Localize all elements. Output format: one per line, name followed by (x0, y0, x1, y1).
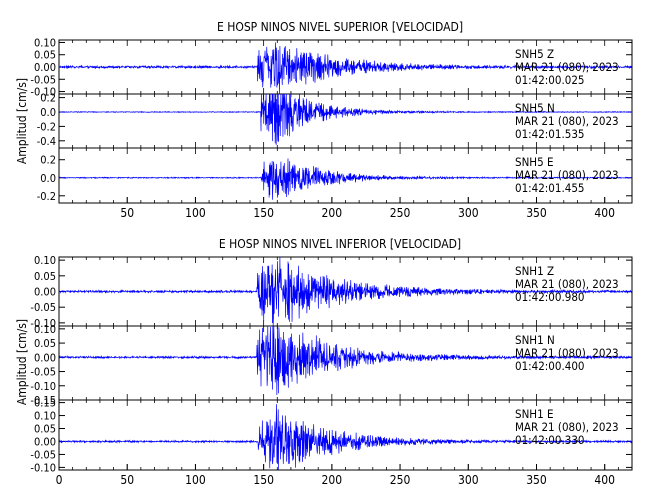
section-nivel-superior: E HOSP NINOS NIVEL SUPERIOR [VELOCIDAD] … (15, 20, 633, 220)
waveform-trace (58, 42, 633, 95)
y-tick-label: -0.05 (30, 366, 56, 379)
y-tick-label: 0.05 (34, 270, 56, 283)
y-tick-label: -0.10 (30, 380, 56, 393)
x-tick-label: 100 (185, 473, 206, 487)
y-tick-label: 0.05 (34, 337, 56, 350)
x-tick-label: 250 (390, 206, 411, 220)
section-nivel-inferior: E HOSP NINOS NIVEL INFERIOR [VELOCIDAD] … (15, 237, 633, 487)
x-tick-label: 100 (185, 206, 206, 220)
channel-label: SNH5 E (515, 155, 554, 169)
x-tick-label: 50 (120, 473, 134, 487)
y-tick-label: -0.4 (37, 135, 56, 148)
x-axis-tick-labels: 0 50 100 150 200 250 300 350 400 (56, 473, 616, 487)
y-tick-label: 0.0 (40, 172, 56, 185)
channel-label: SNH1 Z (515, 264, 554, 278)
waveform-trace (58, 93, 633, 145)
time-label: 01:42:01.455 (515, 181, 585, 195)
y-tick-label: -0.05 (30, 448, 56, 461)
x-axis-tick-labels: 50 100 150 200 250 300 350 400 (120, 206, 615, 220)
y-tick-label: 0.00 (34, 61, 56, 74)
y-tick-label: -0.05 (30, 73, 56, 86)
y-axis-label: Amplitud [cm/s] (15, 78, 29, 164)
waveform-trace (58, 256, 633, 326)
y-tick-label: 0.10 (34, 254, 56, 267)
date-label: MAR 21 (080), 2023 (515, 346, 619, 360)
x-tick-label: 250 (390, 473, 411, 487)
y-tick-label: 0.0 (40, 106, 56, 119)
y-tick-label: 0.00 (34, 286, 56, 299)
y-tick-label: 0.00 (34, 351, 56, 364)
date-label: MAR 21 (080), 2023 (515, 60, 619, 74)
y-tick-label: 0.2 (40, 92, 56, 105)
y-tick-label: 0.05 (34, 423, 56, 436)
y-tick-label: 0.10 (34, 410, 56, 423)
y-tick-label: 0.10 (34, 36, 56, 49)
y-tick-label: -0.10 (30, 317, 56, 330)
x-tick-label: 50 (120, 206, 134, 220)
y-tick-label: 0.05 (34, 49, 56, 62)
channel-label: SNH1 N (515, 333, 555, 347)
time-label: 01:42:00.980 (515, 290, 585, 304)
y-tick-label: -0.15 (30, 394, 56, 407)
channel-label: SNH5 Z (515, 47, 554, 61)
waveform-trace (58, 158, 633, 200)
y-tick-label: 0.15 (34, 397, 56, 410)
channel-label: SNH1 E (515, 407, 554, 421)
date-label: MAR 21 (080), 2023 (515, 420, 619, 434)
y-tick-label: -0.10 (30, 86, 56, 99)
waveform-trace (58, 404, 633, 470)
x-tick-label: 200 (322, 206, 343, 220)
y-tick-label: -0.10 (30, 461, 56, 474)
channel-label: SNH5 N (515, 101, 555, 115)
y-tick-label: -0.2 (37, 120, 56, 133)
x-tick-label: 400 (594, 473, 615, 487)
time-label: 01:42:01.535 (515, 127, 585, 141)
x-tick-label: 400 (594, 206, 615, 220)
y-tick-label: 0.2 (40, 154, 56, 167)
time-label: 01:42:00.025 (515, 73, 585, 87)
x-tick-label: 300 (458, 473, 479, 487)
y-tick-label: -0.2 (37, 190, 56, 203)
chart-title: E HOSP NINOS NIVEL SUPERIOR [VELOCIDAD] (217, 20, 463, 34)
time-label: 01:42:00.400 (515, 359, 585, 373)
y-tick-label: -0.05 (30, 301, 56, 314)
y-tick-label: 0.10 (34, 323, 56, 336)
date-label: MAR 21 (080), 2023 (515, 277, 619, 291)
x-tick-label: 150 (253, 206, 274, 220)
x-tick-label: 200 (322, 473, 343, 487)
x-tick-label: 300 (458, 206, 479, 220)
chart-title: E HOSP NINOS NIVEL INFERIOR [VELOCIDAD] (219, 237, 461, 251)
waveform-trace (58, 325, 633, 396)
time-label: 01:42:00.330 (515, 433, 585, 447)
x-tick-label: 0 (56, 473, 63, 487)
x-tick-label: 350 (526, 206, 547, 220)
y-axis-label: Amplitud [cm/s] (15, 319, 29, 405)
y-tick-label: 0.00 (34, 435, 56, 448)
x-tick-label: 150 (253, 473, 274, 487)
x-tick-label: 350 (526, 473, 547, 487)
date-label: MAR 21 (080), 2023 (515, 168, 619, 182)
date-label: MAR 21 (080), 2023 (515, 114, 619, 128)
